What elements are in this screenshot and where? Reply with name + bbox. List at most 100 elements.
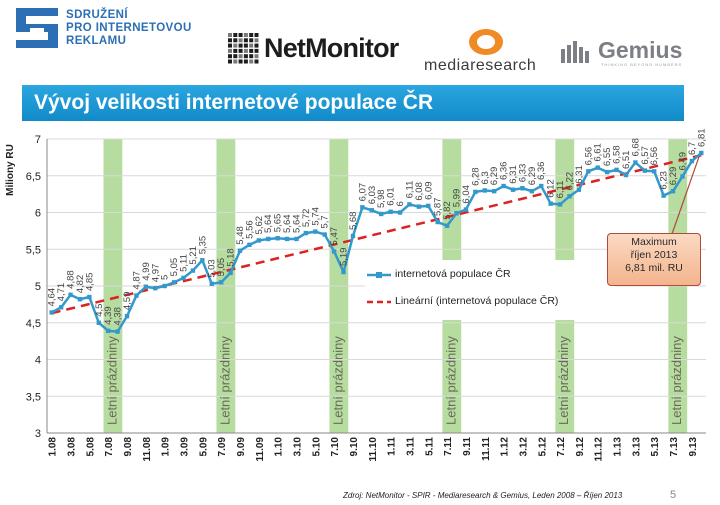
data-label: 4,71 <box>56 283 67 302</box>
data-point <box>247 242 252 248</box>
x-tick-label: 7.08 <box>104 437 115 457</box>
data-label: 4,5 <box>94 304 105 317</box>
data-point <box>331 249 337 254</box>
x-tick-label: 7.11 <box>443 437 454 456</box>
data-label: 6,11 <box>404 181 415 199</box>
gemius-logo-text: Gemius <box>598 37 683 63</box>
mediaresearch-logo-text: mediaresearch <box>424 57 537 74</box>
data-label: 5,72 <box>301 209 312 228</box>
data-label: 5,05 <box>169 258 180 277</box>
data-label: 5,64 <box>282 214 293 233</box>
netmonitor-grid-cell <box>238 38 243 43</box>
data-label: 4,39 <box>103 306 114 325</box>
netmonitor-logo-text: NetMonitor <box>264 33 399 63</box>
data-point <box>218 280 224 285</box>
netmonitor-grid-cell <box>249 33 254 37</box>
legend-series-label: internetová populace ČR <box>395 268 511 280</box>
data-point <box>124 313 130 319</box>
y-tick-label: 6,5 <box>26 171 41 183</box>
netmonitor-grid-cell <box>254 48 259 53</box>
data-label: 5,11 <box>179 254 190 272</box>
data-point <box>473 189 478 195</box>
data-point <box>105 328 111 334</box>
data-point <box>520 186 525 191</box>
data-point <box>435 219 440 225</box>
netmonitor-grid-cell <box>254 33 259 37</box>
netmonitor-grid-cell <box>243 38 248 43</box>
data-point <box>237 248 243 253</box>
data-point <box>322 232 327 237</box>
x-tick-label: 9.12 <box>575 437 586 457</box>
y-tick-label: 5,5 <box>26 244 41 256</box>
x-tick-label: 9.13 <box>688 437 699 457</box>
data-label: 5,47 <box>329 227 340 246</box>
data-label: 6,11 <box>555 181 566 199</box>
page-number: 5 <box>670 489 677 501</box>
x-tick-label: 3.10 <box>292 437 303 457</box>
data-label: 6,56 <box>583 147 594 166</box>
data-label: 6,08 <box>414 182 425 201</box>
data-label: 6,29 <box>527 167 538 186</box>
data-point <box>642 168 648 173</box>
data-point <box>266 236 271 242</box>
data-label: 6,04 <box>461 185 472 204</box>
data-label: 4,85 <box>84 273 95 292</box>
gemius-logo-icon <box>561 41 589 63</box>
data-label: 6,58 <box>612 145 623 164</box>
x-tick-label: 9.10 <box>349 437 360 457</box>
data-point <box>87 294 92 300</box>
x-tick-label: 1.12 <box>500 437 511 457</box>
data-point <box>303 230 309 236</box>
x-tick-label: 3.08 <box>67 437 78 457</box>
data-point <box>454 211 459 216</box>
data-point <box>171 280 177 285</box>
netmonitor-grid-cell <box>254 54 259 59</box>
data-label: 4,99 <box>141 262 152 281</box>
data-point <box>501 183 506 189</box>
y-tick-label: 5 <box>35 281 41 293</box>
data-label: 5,05 <box>216 258 227 277</box>
title-banner: Vývoj velikosti internetové populace ČR <box>22 85 684 121</box>
data-point <box>350 233 356 239</box>
data-point <box>491 188 497 194</box>
chart-legend: internetová populace ČR Lineární (intern… <box>365 260 615 320</box>
summer-band-label: Letní prázdniny <box>443 336 458 425</box>
data-point <box>397 210 403 215</box>
data-label: 6,3 <box>480 171 491 184</box>
netmonitor-grid-cell <box>243 43 248 48</box>
data-point <box>548 201 553 206</box>
netmonitor-grid-cell <box>249 38 254 43</box>
x-tick-label: 5.10 <box>311 437 322 457</box>
y-tick-label: 3,5 <box>26 391 41 403</box>
series-line <box>51 152 703 333</box>
data-point <box>115 329 120 334</box>
data-label: 5,64 <box>291 214 302 233</box>
chart-title: Vývoj velikosti internetové populace ČR <box>34 91 434 114</box>
callout-line-1: Maximum <box>631 236 677 248</box>
data-label: 5,62 <box>254 216 265 235</box>
data-label: 6,51 <box>621 151 632 170</box>
data-point <box>426 203 431 209</box>
x-tick-label: 1.09 <box>161 437 172 457</box>
data-label: 6 <box>395 201 406 206</box>
netmonitor-grid-cell <box>233 38 238 43</box>
data-point <box>256 238 262 243</box>
data-label: 5,35 <box>197 236 208 255</box>
netmonitor-grid-cell <box>238 48 243 53</box>
data-label: 6,61 <box>593 143 604 162</box>
data-label: 5,98 <box>376 189 387 208</box>
data-label: 5,19 <box>339 248 350 267</box>
netmonitor-grid-cell <box>249 59 254 64</box>
summer-band-label: Letní prázdniny <box>669 336 684 425</box>
x-tick-label: 11.08 <box>142 437 153 462</box>
data-label: 6,49 <box>677 152 688 171</box>
data-point <box>58 305 64 310</box>
data-point <box>313 229 318 234</box>
data-label: 4,64 <box>47 288 58 307</box>
data-point <box>463 207 469 212</box>
data-point <box>661 193 666 198</box>
data-label: 6,03 <box>367 186 378 205</box>
netmonitor-grid-cell <box>233 33 238 37</box>
netmonitor-grid-cell <box>228 38 232 43</box>
netmonitor-grid-cell <box>228 43 232 48</box>
